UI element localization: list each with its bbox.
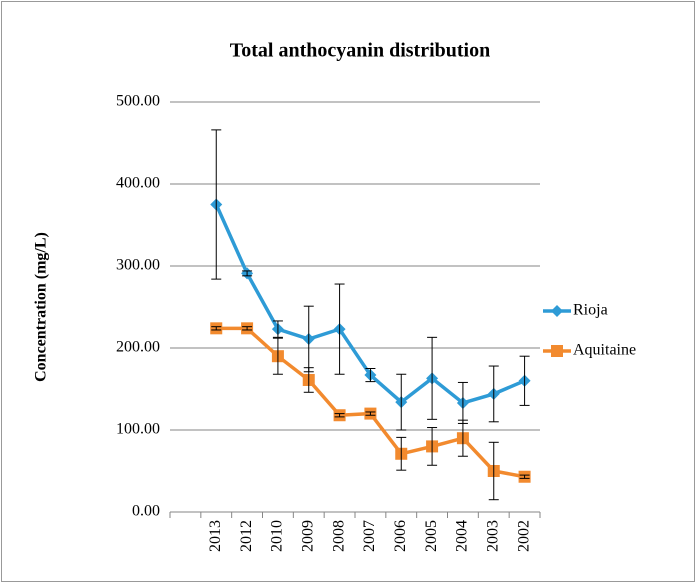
- x-tick-label: 2004: [454, 520, 471, 552]
- x-tick-label: 2010: [269, 520, 286, 552]
- x-tick-label: 2002: [515, 520, 532, 552]
- x-tick-label: 2009: [299, 520, 316, 552]
- marker: [551, 345, 563, 357]
- x-tick-label: 2013: [207, 520, 224, 552]
- y-tick-label: 0.00: [132, 503, 160, 520]
- x-tick-label: 2012: [238, 520, 255, 552]
- marker: [551, 305, 563, 317]
- y-tick-label: 400.00: [116, 175, 160, 192]
- y-tick-label: 100.00: [116, 421, 160, 438]
- x-tick-label: 2008: [330, 520, 347, 552]
- x-tick-label: 2005: [423, 520, 440, 552]
- x-tick-label: 2003: [484, 520, 501, 552]
- y-axis-label: Concentration (mg/L): [33, 232, 50, 382]
- y-tick-label: 200.00: [116, 339, 160, 356]
- y-tick-label: 300.00: [116, 257, 160, 274]
- chart-title: Total anthocyanin distribution: [230, 40, 490, 62]
- x-tick-label: 2006: [392, 520, 409, 552]
- y-tick-label: 500.00: [116, 93, 160, 110]
- x-tick-label: 2007: [361, 520, 378, 552]
- legend-label: Rioja: [573, 302, 608, 319]
- legend-label: Aquitaine: [573, 342, 636, 359]
